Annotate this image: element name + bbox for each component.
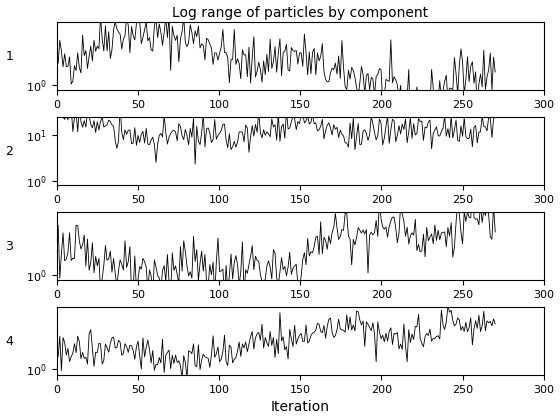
Y-axis label: 1: 1 — [6, 50, 13, 63]
X-axis label: Iteration: Iteration — [270, 400, 330, 415]
Y-axis label: 4: 4 — [6, 335, 13, 347]
Y-axis label: 2: 2 — [6, 144, 13, 158]
Title: Log range of particles by component: Log range of particles by component — [172, 5, 428, 20]
Y-axis label: 3: 3 — [6, 239, 13, 252]
